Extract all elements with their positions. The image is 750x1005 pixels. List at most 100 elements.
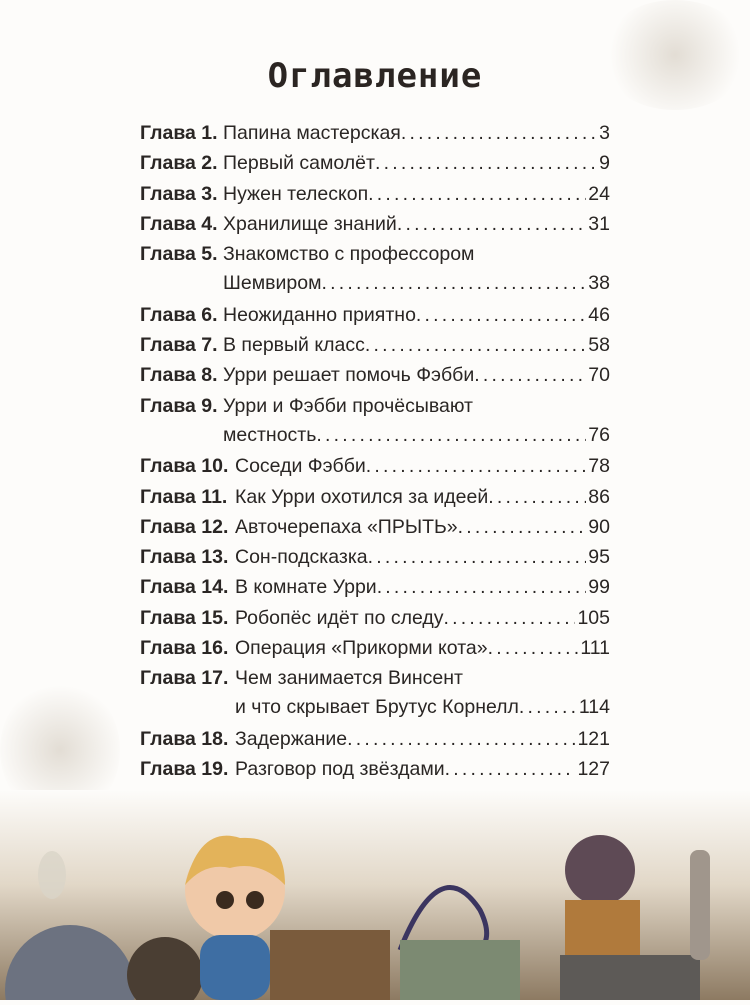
toc-entry[interactable]: Глава 16. Операция «Прикорми кота» 111	[140, 636, 610, 666]
chapter-title-continued: и что скрывает Брутус Корнелл	[235, 696, 519, 719]
chapter-title: Разговор под звёздами	[235, 758, 445, 781]
dot-leader	[368, 182, 586, 206]
dot-leader	[488, 636, 579, 660]
chapter-label: Глава 13.	[140, 546, 229, 569]
lamp-bulb	[38, 851, 66, 899]
dot-leader	[347, 727, 575, 751]
dot-leader	[444, 606, 576, 630]
chapter-title: Папина мастерская	[223, 122, 401, 144]
toc-entry[interactable]: Глава 17. Чем занимается Винсент и что скр…	[140, 666, 610, 727]
chapter-label: Глава 8.	[140, 364, 218, 387]
chapter-label: Глава 6.	[140, 303, 218, 326]
toc-entry[interactable]: Глава 11. Как Урри охотился за идеей 86	[140, 485, 610, 515]
dot-leader	[368, 545, 587, 569]
chapter-title: Знакомство с профессором	[223, 243, 475, 266]
dot-leader	[401, 121, 597, 145]
chapter-label: Глава 19.	[140, 758, 229, 781]
crate-shape	[270, 930, 390, 1000]
machine-box	[560, 955, 700, 1000]
dot-leader	[377, 575, 587, 599]
chapter-label: Глава 5.	[140, 243, 218, 266]
chapter-title: Чем занимается Винсент	[235, 667, 463, 690]
toc-entry[interactable]: Глава 14. В комнате Урри 99	[140, 575, 610, 605]
workshop-illustration	[0, 790, 750, 1005]
brass-base	[565, 900, 640, 960]
chapter-title: В первый класс	[223, 334, 365, 357]
dot-leader	[366, 454, 587, 478]
boy-hair	[185, 835, 285, 885]
chapter-title: Нужен телескоп	[223, 182, 369, 205]
dot-leader	[488, 485, 586, 509]
page-number: 31	[588, 212, 610, 235]
chapter-title: Сон-подсказка	[235, 546, 368, 569]
dot-leader	[458, 515, 587, 539]
chapter-title: Задержание	[235, 727, 348, 750]
page-number: 111	[580, 637, 610, 660]
toc-entry[interactable]: Глава 8.Урри решает помочь Фэбби 70	[140, 363, 610, 393]
dot-leader	[397, 212, 586, 236]
chapter-label: Глава 14.	[140, 576, 229, 599]
page-number: 70	[588, 364, 610, 387]
dot-leader	[375, 151, 597, 175]
brass-sphere	[565, 835, 635, 905]
chapter-label: Глава 2.	[140, 152, 218, 175]
chapter-label: Глава 11.	[140, 485, 228, 508]
toc-entry[interactable]: Глава 19. Разговор под звёздами 127	[140, 757, 610, 787]
chapter-title: Операция «Прикорми кота»	[235, 637, 488, 660]
gear-shape	[127, 937, 203, 1005]
chapter-label: Глава 1.	[140, 122, 218, 144]
toc-entry[interactable]: Глава 5. Знакомство с профессором Шемвиром…	[140, 242, 610, 303]
lamp-stand	[690, 850, 710, 960]
chapter-label: Глава 7.	[140, 334, 218, 357]
paint-stain	[600, 0, 750, 110]
chapter-title: Неожиданно приятно	[223, 303, 416, 326]
page-number: 9	[599, 152, 610, 175]
page-number: 114	[578, 696, 610, 719]
toc-entry[interactable]: Глава 18. Задержание 121	[140, 727, 610, 757]
toc-entry[interactable]: Глава 2.Первый самолёт 9	[140, 151, 610, 181]
toc-entry[interactable]: Глава 10. Соседи Фэбби 78	[140, 454, 610, 484]
toc-entry[interactable]: Глава 4.Хранилище знаний 31	[140, 212, 610, 242]
dot-leader	[445, 757, 576, 781]
dot-leader	[365, 333, 586, 357]
boy-eye	[216, 891, 234, 909]
page-number: 76	[588, 423, 610, 446]
toc-entry[interactable]: Глава 9. Урри и Фэбби прочёсывают местност…	[140, 394, 610, 455]
chapter-title: Первый самолёт	[223, 152, 375, 175]
chapter-title: Урри и Фэбби прочёсывают	[223, 394, 473, 417]
chapter-title: Урри решает помочь Фэбби	[223, 364, 475, 387]
chapter-title-continued: Шемвиром	[223, 272, 322, 295]
page-title: Оглавление	[267, 56, 483, 96]
toc-entry[interactable]: Глава 1.Папина мастерская 3	[140, 121, 610, 151]
chapter-label: Глава 4.	[140, 212, 218, 235]
page-number: 121	[577, 727, 610, 750]
boy-body	[200, 935, 270, 1000]
chapter-label: Глава 12.	[140, 515, 229, 538]
chapter-label: Глава 15.	[140, 606, 229, 629]
toc-entry[interactable]: Глава 6.Неожиданно приятно 46	[140, 303, 610, 333]
toc-entry[interactable]: Глава 12. Авточерепаха «ПРЫТЬ» 90	[140, 515, 610, 545]
page-number: 78	[588, 455, 610, 478]
toc-entry[interactable]: Глава 13. Сон-подсказка 95	[140, 545, 610, 575]
table-of-contents: Глава 1.Папина мастерская 3 Глава 2.Первый…	[140, 121, 610, 788]
page-number: 127	[577, 758, 610, 781]
chapter-label: Глава 9.	[140, 394, 218, 417]
illustration-svg	[5, 835, 710, 1005]
chapter-label: Глава 3.	[140, 182, 218, 205]
page-number: 38	[588, 272, 610, 295]
toc-entry[interactable]: Глава 15. Робопёс идёт по следу 105	[140, 606, 610, 636]
chapter-title: Авточерепаха «ПРЫТЬ»	[235, 515, 458, 538]
page-number: 3	[599, 122, 610, 144]
chapter-title: В комнате Урри	[235, 576, 377, 599]
page-number: 58	[588, 334, 610, 357]
toc-entry[interactable]: Глава 3.Нужен телескоп 24	[140, 182, 610, 212]
page-number: 105	[577, 606, 610, 629]
dot-leader	[321, 271, 586, 295]
page-number: 90	[588, 515, 610, 538]
dot-leader	[416, 303, 586, 327]
chapter-title: Соседи Фэбби	[235, 455, 366, 478]
chapter-title: Робопёс идёт по следу	[235, 606, 444, 629]
chapter-label: Глава 10.	[140, 455, 229, 478]
toc-entry[interactable]: Глава 7.В первый класс 58	[140, 333, 610, 363]
boy-eye	[246, 891, 264, 909]
